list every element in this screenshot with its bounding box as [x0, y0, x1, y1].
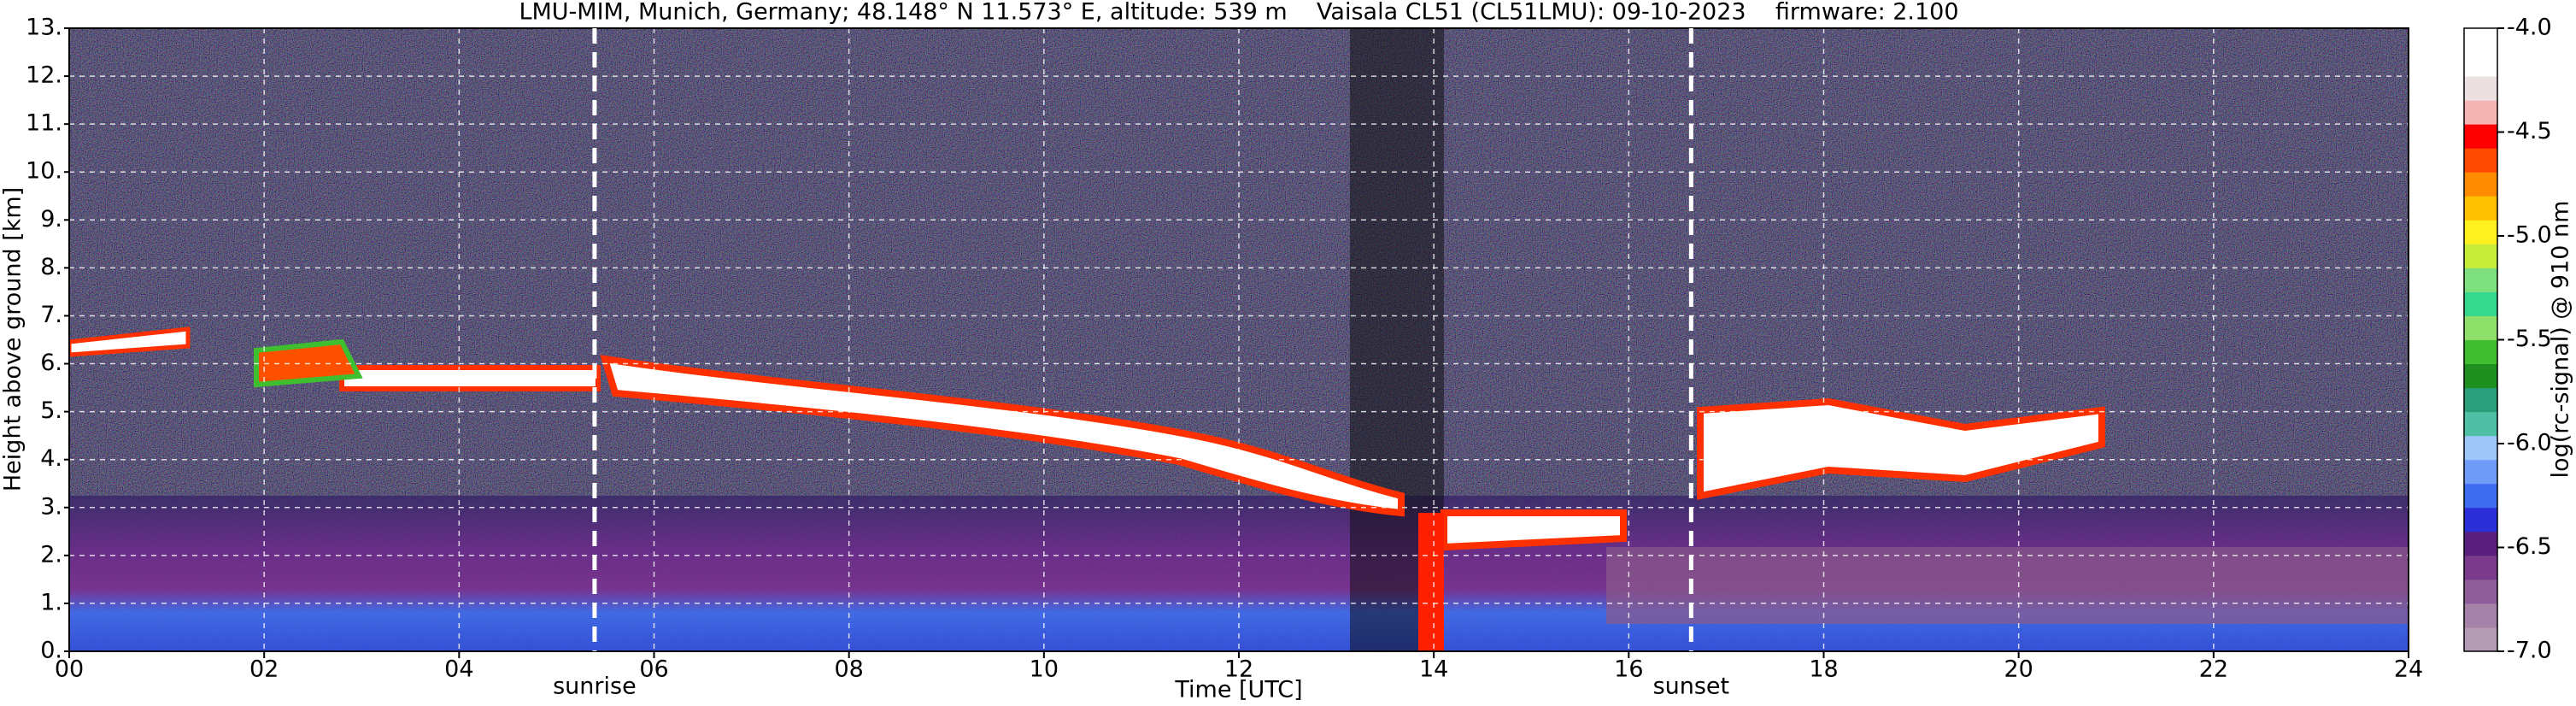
colorbar-swatch	[2464, 268, 2497, 292]
colorbar-swatch	[2464, 459, 2497, 485]
colorbar-swatch	[2464, 220, 2497, 244]
colorbar-swatch	[2464, 579, 2497, 604]
x-tick-label: 04	[444, 656, 473, 683]
colorbar-swatch	[2464, 76, 2497, 101]
x-tick-label: 02	[249, 656, 279, 683]
colorbar-tick-label: -6.5	[2507, 533, 2552, 560]
y-tick-label: 2.	[40, 541, 62, 568]
x-tick-label: 08	[834, 656, 863, 683]
y-tick-label: 11.	[26, 110, 62, 137]
colorbar-tick-label: -5.5	[2507, 326, 2552, 352]
colorbar-swatch	[2464, 100, 2497, 125]
y-tick-label: 0.	[40, 638, 62, 664]
y-tick-label: 7.	[40, 302, 62, 328]
colorbar-swatch	[2464, 291, 2497, 316]
colorbar-swatch	[2464, 124, 2497, 149]
colorbar-swatch	[2464, 411, 2497, 437]
colorbar-swatch	[2464, 52, 2497, 77]
colorbar-swatch	[2464, 483, 2497, 509]
y-tick-label: 13.	[26, 15, 62, 41]
colorbar-swatch	[2464, 244, 2497, 268]
y-tick-label: 8.	[40, 254, 62, 280]
x-tick-label: 00	[55, 656, 84, 683]
annotation-label: sunrise	[553, 674, 637, 700]
colorbar-swatch	[2464, 196, 2497, 221]
x-tick-label: 18	[1809, 656, 1838, 683]
colorbar-swatch	[2464, 387, 2497, 413]
colorbar-swatch	[2464, 148, 2497, 173]
x-tick-label: 22	[2199, 656, 2228, 683]
colorbar-swatch	[2464, 172, 2497, 197]
colorbar-label: log(rc-signal) @ 910 nm	[2548, 201, 2574, 479]
annotation-label: sunset	[1653, 674, 1730, 700]
y-axis-label: Height above ground [km]	[0, 187, 26, 491]
x-tick-label: 12	[1224, 656, 1253, 683]
y-tick-label: 5.	[40, 397, 62, 424]
colorbar-swatch	[2464, 507, 2497, 532]
x-tick-label: 14	[1419, 656, 1448, 683]
colorbar-swatch	[2464, 28, 2497, 53]
x-tick-label: 10	[1030, 656, 1059, 683]
x-tick-label: 20	[2004, 656, 2033, 683]
colorbar-swatch	[2464, 339, 2497, 365]
x-axis-label: Time [UTC]	[1174, 677, 1302, 703]
colorbar-tick-label: -4.0	[2507, 15, 2552, 41]
y-tick-label: 4.	[40, 445, 62, 472]
colorbar-tick-label: -7.0	[2507, 638, 2552, 664]
x-tick-label: 06	[639, 656, 668, 683]
x-tick-label: 24	[2394, 656, 2423, 683]
y-tick-label: 6.	[40, 350, 62, 376]
y-tick-label: 10.	[26, 158, 62, 185]
colorbar-tick-label: -6.0	[2507, 430, 2552, 456]
colorbar-swatch	[2464, 555, 2497, 580]
colorbar-swatch	[2464, 363, 2497, 389]
y-tick-label: 3.	[40, 493, 62, 520]
y-tick-label: 1.	[40, 589, 62, 615]
y-tick-label: 9.	[40, 206, 62, 232]
y-tick-label: 12.	[26, 62, 62, 89]
colorbar-swatch	[2464, 435, 2497, 461]
colorbar-swatch	[2464, 603, 2497, 628]
colorbar-swatch	[2464, 531, 2497, 556]
colorbar-tick-label: -4.5	[2507, 118, 2552, 144]
colorbar-swatch	[2464, 627, 2497, 652]
colorbar-tick-label: -5.0	[2507, 222, 2552, 249]
colorbar-swatch	[2464, 315, 2497, 340]
chart-title: LMU-MIM, Munich, Germany; 48.148° N 11.5…	[519, 0, 1958, 26]
x-tick-label: 16	[1614, 656, 1643, 683]
